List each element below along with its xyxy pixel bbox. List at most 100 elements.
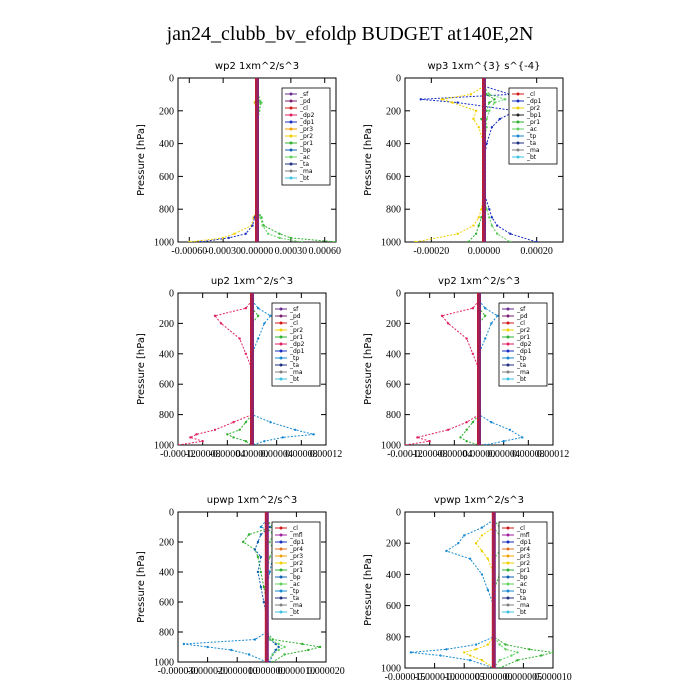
zero-cluster-marker [250, 293, 254, 295]
zero-cluster-marker [250, 412, 254, 417]
y-axis-label: Pressure [hPa] [136, 124, 147, 196]
zero-cluster-marker [255, 203, 259, 207]
zero-cluster-marker [492, 638, 496, 643]
y-tick-label: 1000 [154, 658, 174, 669]
series-point [227, 236, 230, 240]
zero-cluster-marker [255, 100, 259, 105]
zero-cluster-marker [255, 232, 259, 236]
legend-marker [516, 120, 520, 124]
series-point [504, 643, 507, 646]
zero-cluster-marker [477, 310, 481, 314]
zero-cluster-marker [250, 393, 254, 398]
zero-cluster-marker [255, 104, 259, 109]
zero-cluster-marker [250, 348, 254, 352]
legend-label: _cl [516, 320, 525, 327]
zero-cluster-marker [482, 88, 486, 93]
legend-marker [516, 134, 520, 138]
x-tick-label: -0.00008 [412, 449, 448, 460]
zero-cluster-marker [482, 178, 486, 183]
legend-label: _dp1 [299, 119, 315, 126]
y-tick-label: 400 [386, 570, 401, 581]
series-point [201, 440, 204, 443]
zero-cluster-marker [482, 223, 486, 228]
zero-cluster-marker [250, 359, 254, 364]
legend-label: _tp [516, 355, 526, 362]
zero-cluster-marker [255, 137, 259, 142]
zero-cluster-marker [492, 623, 496, 627]
x-tick-label: 0.00008 [285, 449, 318, 460]
x-tick-label: 0.000005 [505, 672, 543, 683]
legend-label: _dp2 [289, 341, 305, 348]
series-point [247, 653, 251, 656]
series-point [539, 654, 543, 657]
zero-cluster-marker [250, 443, 254, 445]
y-tick-label: 0 [396, 289, 401, 300]
series-point [244, 440, 248, 443]
zero-cluster-marker [255, 211, 259, 216]
zero-cluster-marker [477, 298, 481, 303]
zero-cluster-marker [492, 541, 496, 545]
series-point [244, 421, 248, 424]
series-point [472, 117, 475, 121]
zero-cluster-marker [477, 340, 481, 345]
zero-cluster-marker [250, 390, 254, 394]
figure-title: jan24_clubb_bv_efoldp BUDGET at140E,2N [166, 23, 534, 45]
series-point [485, 142, 488, 145]
series-point [496, 314, 499, 317]
zero-cluster-marker [482, 158, 486, 162]
legend-label: _bp [299, 147, 311, 154]
zero-cluster-marker [250, 329, 254, 333]
zero-cluster-marker [265, 562, 269, 567]
series-point [195, 433, 198, 436]
series-point [251, 224, 254, 227]
series-point [232, 436, 235, 439]
series-point [488, 216, 491, 219]
zero-cluster-marker [255, 186, 259, 191]
legend-marker [279, 561, 283, 565]
legend-label: _ma [299, 168, 313, 175]
x-tick-label: 0.000010 [278, 666, 316, 677]
y-tick-label: 1000 [381, 238, 401, 249]
zero-cluster-marker [492, 564, 496, 569]
legend-label: _mfl [516, 532, 530, 539]
legend-label: _dp1 [526, 98, 542, 105]
x-tick-label: 0.00000 [241, 246, 274, 257]
legend-label: _cl [299, 105, 308, 112]
zero-cluster-marker [250, 302, 254, 307]
legend-marker [279, 370, 283, 374]
series-point [490, 126, 494, 129]
legend-marker [506, 356, 510, 360]
zero-cluster-marker [255, 96, 259, 101]
zero-cluster-marker [255, 178, 259, 183]
series-point [263, 322, 266, 325]
legend-marker [289, 120, 293, 124]
legend-label: _ta [526, 140, 536, 147]
legend-label: _bp [289, 574, 301, 581]
series-point [301, 642, 304, 646]
zero-cluster-marker [482, 145, 486, 150]
zero-cluster-marker [250, 382, 254, 387]
series-point [268, 570, 271, 574]
legend-marker [279, 533, 283, 537]
series-point [206, 645, 209, 649]
zero-cluster-marker [255, 195, 259, 199]
zero-cluster-marker [255, 158, 259, 162]
legend-marker [516, 148, 520, 152]
legend-label: _dp1 [516, 539, 532, 546]
zero-cluster-marker [482, 154, 486, 158]
y-tick-label: 1000 [381, 441, 401, 452]
zero-cluster-marker [482, 100, 486, 105]
y-tick-label: 1000 [154, 441, 174, 452]
zero-cluster-marker [492, 557, 496, 561]
series-point [520, 436, 524, 439]
legend-label: _ta [516, 595, 526, 602]
series-point [490, 322, 493, 325]
zero-cluster-marker [482, 174, 486, 179]
series-point [440, 98, 444, 101]
y-tick-label: 0 [396, 74, 401, 85]
legend-marker [516, 99, 520, 103]
series-point [277, 642, 280, 646]
zero-cluster-marker [265, 626, 269, 631]
y-tick-label: 600 [386, 172, 401, 183]
zero-cluster-marker [265, 513, 269, 518]
